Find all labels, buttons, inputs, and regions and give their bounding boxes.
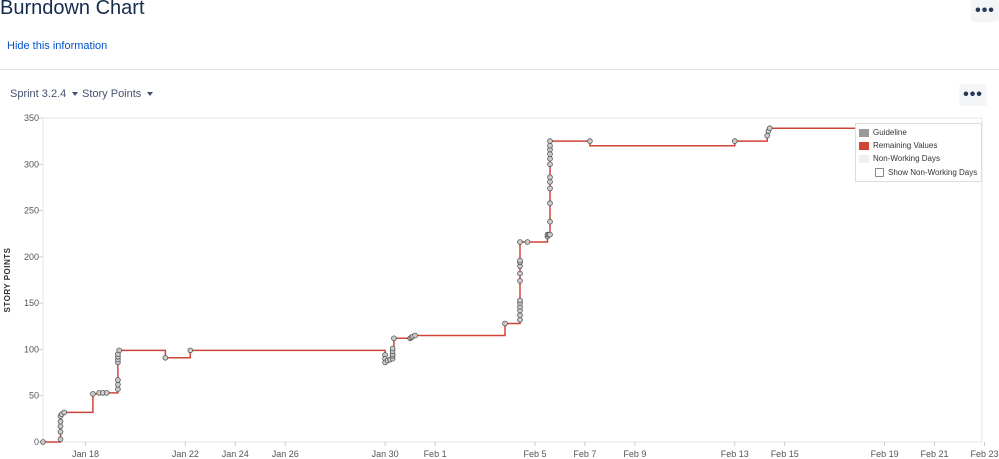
- data-point[interactable]: [547, 161, 553, 168]
- y-tick-label: 100: [24, 344, 39, 354]
- data-point[interactable]: [731, 138, 738, 144]
- x-tick-label: Feb 23: [970, 449, 998, 459]
- chart-more-actions-button[interactable]: •••: [959, 84, 987, 106]
- sprint-selector-label: Sprint 3.2.4: [10, 88, 67, 100]
- chevron-down-icon: [72, 92, 79, 96]
- y-tick-label: 200: [24, 252, 39, 262]
- y-tick-label: 0: [34, 437, 39, 447]
- data-point[interactable]: [517, 316, 523, 323]
- x-tick-label: Feb 7: [573, 449, 596, 459]
- data-point[interactable]: [547, 174, 553, 181]
- guideline-swatch: [859, 128, 869, 137]
- y-tick-label: 300: [24, 159, 39, 169]
- page-more-actions-button[interactable]: •••: [971, 0, 999, 22]
- data-point[interactable]: [547, 185, 553, 192]
- chevron-down-icon: [147, 92, 154, 96]
- y-tick-label: 350: [24, 113, 39, 123]
- data-point[interactable]: [517, 278, 523, 284]
- y-tick-label: 50: [29, 391, 39, 401]
- data-point[interactable]: [57, 436, 64, 443]
- data-point[interactable]: [547, 179, 553, 185]
- data-point[interactable]: [517, 239, 523, 245]
- data-point[interactable]: [502, 320, 508, 327]
- y-axis: 0 50 100 150 200 250 300 350: [24, 113, 43, 447]
- x-axis: Jan 18 Jan 22 Jan 24 Jan 26 Jan 30 Feb 1 Feb 5…: [72, 442, 999, 459]
- estimate-selector-label: Story Points: [82, 88, 142, 100]
- data-point[interactable]: [547, 231, 553, 238]
- data-point[interactable]: [90, 391, 96, 397]
- data-point[interactable]: [57, 428, 64, 435]
- show-non-working-toggle[interactable]: Show Non-Working Days: [875, 168, 977, 177]
- header-divider: [0, 69, 999, 70]
- chart-legend: Guideline Remaining Values Non-Working D…: [855, 123, 982, 182]
- data-point[interactable]: [115, 386, 121, 393]
- data-point[interactable]: [61, 409, 67, 416]
- data-point[interactable]: [57, 418, 64, 425]
- sprint-selector[interactable]: Sprint 3.2.4: [10, 88, 79, 100]
- legend-label: Remaining Values: [873, 141, 938, 150]
- x-tick-label: Jan 22: [172, 449, 199, 459]
- data-point[interactable]: [547, 143, 553, 149]
- remaining-swatch: [859, 141, 869, 150]
- data-point[interactable]: [187, 347, 194, 354]
- remaining-values-line: [43, 127, 982, 443]
- data-point[interactable]: [115, 381, 121, 388]
- data-point[interactable]: [766, 125, 773, 131]
- data-point[interactable]: [517, 270, 523, 277]
- data-point[interactable]: [412, 332, 418, 339]
- x-tick-label: Jan 30: [372, 449, 399, 459]
- data-point[interactable]: [524, 239, 531, 245]
- show-non-working-label: Show Non-Working Days: [888, 168, 978, 177]
- data-point[interactable]: [57, 423, 64, 430]
- y-tick-label: 250: [24, 206, 39, 216]
- data-point[interactable]: [764, 132, 770, 139]
- data-point[interactable]: [389, 345, 396, 352]
- data-point[interactable]: [103, 390, 110, 396]
- data-point[interactable]: [547, 138, 553, 144]
- x-tick-label: Feb 13: [721, 449, 749, 459]
- data-point[interactable]: [547, 151, 553, 157]
- legend-item-guideline: Guideline: [859, 128, 907, 137]
- non-working-swatch: [859, 154, 869, 163]
- x-tick-label: Feb 5: [523, 449, 546, 459]
- data-point[interactable]: [162, 354, 169, 361]
- plot-frame: [42, 117, 983, 443]
- legend-item-remaining: Remaining Values: [859, 141, 937, 150]
- x-tick-label: Feb 15: [771, 449, 799, 459]
- data-point[interactable]: [547, 200, 553, 207]
- y-axis-label: STORY POINTS: [3, 247, 12, 312]
- data-point[interactable]: [517, 297, 523, 304]
- x-tick-label: Jan 26: [272, 449, 299, 459]
- data-point[interactable]: [517, 257, 523, 264]
- estimate-selector[interactable]: Story Points: [82, 88, 154, 100]
- legend-label: Non-Working Days: [873, 154, 940, 163]
- data-point[interactable]: [587, 138, 593, 144]
- x-tick-label: Jan 24: [222, 449, 249, 459]
- data-point[interactable]: [547, 155, 553, 162]
- data-point[interactable]: [40, 439, 46, 445]
- page-title: Burndown Chart: [0, 0, 145, 19]
- show-non-working-checkbox[interactable]: [875, 168, 884, 177]
- x-tick-label: Jan 18: [72, 449, 99, 459]
- data-point[interactable]: [517, 312, 523, 319]
- data-markers: [40, 125, 773, 445]
- y-tick-label: 150: [24, 298, 39, 308]
- legend-item-non-working: Non-Working Days: [859, 154, 940, 163]
- x-tick-label: Feb 1: [424, 449, 447, 459]
- legend-label: Guideline: [873, 128, 907, 137]
- hide-information-link[interactable]: Hide this information: [7, 40, 108, 52]
- x-tick-label: Feb 19: [871, 449, 899, 459]
- data-point[interactable]: [116, 347, 122, 354]
- x-tick-label: Feb 9: [623, 449, 646, 459]
- x-tick-label: Feb 21: [921, 449, 949, 459]
- data-point[interactable]: [115, 377, 121, 383]
- data-point[interactable]: [547, 218, 553, 225]
- data-point[interactable]: [391, 335, 397, 342]
